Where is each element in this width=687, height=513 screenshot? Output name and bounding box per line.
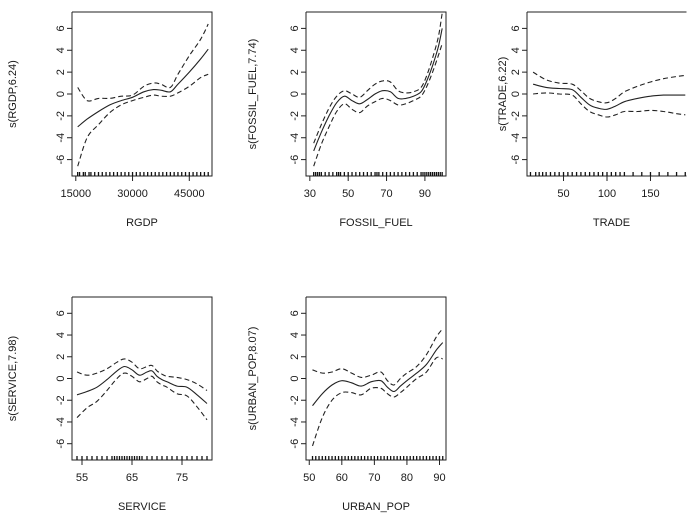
y-tick-label: 0 xyxy=(55,91,67,97)
y-tick-label: 6 xyxy=(55,25,67,31)
x-tick-label: 45000 xyxy=(174,188,205,200)
x-tick-label: 90 xyxy=(419,188,431,200)
x-axis-title: RGDP xyxy=(126,217,158,229)
y-tick-label: -6 xyxy=(510,155,522,165)
y-tick-label: -4 xyxy=(55,417,67,427)
plot-frame xyxy=(71,11,213,177)
x-tick-label: 60 xyxy=(336,472,348,484)
panel-rgdp: -6 -4 -2 0 2 4 6 15000 30000 45000 RGDP s(RGDP,6.24… xyxy=(7,11,213,229)
y-tick-label: 0 xyxy=(289,375,301,381)
y-tick-label: 6 xyxy=(55,310,67,316)
y-tick-label: 4 xyxy=(55,47,67,53)
x-axis-title: TRADE xyxy=(593,217,630,229)
x-tick-label: 90 xyxy=(433,472,445,484)
y-tick-label: 2 xyxy=(55,354,67,360)
confidence-band-line xyxy=(313,13,443,144)
panel-fossil-fuel: -6 -4 -2 0 2 4 6 30 50 70 90 FOSSIL_FUEL s(FOSSIL_FU… xyxy=(247,11,447,229)
y-tick-label: 4 xyxy=(55,332,67,338)
y-tick-label: 4 xyxy=(289,47,301,53)
y-axis-title: s(SERVICE,7.98) xyxy=(7,336,19,421)
confidence-band-line xyxy=(312,328,444,386)
y-tick-label: 0 xyxy=(510,91,522,97)
plot-frame xyxy=(305,296,447,461)
x-axis-title: SERVICE xyxy=(118,501,166,513)
smooth-effect-line xyxy=(313,28,443,152)
plot-frame xyxy=(526,11,687,177)
y-tick-label: 6 xyxy=(289,25,301,31)
y-tick-label: 6 xyxy=(510,25,522,31)
y-tick-label: -2 xyxy=(55,395,67,405)
confidence-band-line xyxy=(76,358,208,391)
smooth-effect-line xyxy=(532,83,686,110)
x-tick-label: 50 xyxy=(557,188,569,200)
x-tick-label: 55 xyxy=(76,472,88,484)
y-axis-title: s(RGDP,6.24) xyxy=(7,60,19,128)
x-tick-label: 150 xyxy=(641,188,659,200)
x-axis-title: FOSSIL_FUEL xyxy=(339,217,412,229)
x-tick-label: 50 xyxy=(342,188,354,200)
x-tick-label: 80 xyxy=(401,472,413,484)
y-tick-label: -2 xyxy=(289,395,301,405)
y-tick-label: -4 xyxy=(289,417,301,427)
y-tick-label: -4 xyxy=(510,133,522,143)
panel-urban-pop: -6 -4 -2 0 2 4 6 50 60 70 80 90 URBAN_POP s(URBAN_POP… xyxy=(247,296,447,513)
confidence-band-line xyxy=(311,356,443,447)
y-axis-title: s(TRADE,6.22) xyxy=(497,57,509,132)
y-tick-label: 2 xyxy=(289,354,301,360)
y-tick-label: -4 xyxy=(289,133,301,143)
plot-frame xyxy=(71,296,213,461)
y-tick-label: 4 xyxy=(289,332,301,338)
y-tick-label: -2 xyxy=(55,111,67,121)
smooth-effect-line xyxy=(77,48,209,128)
x-tick-label: 65 xyxy=(126,472,138,484)
plot-frame xyxy=(305,11,447,177)
x-tick-label: 100 xyxy=(598,188,616,200)
y-tick-label: 2 xyxy=(289,69,301,75)
smooth-effect-line xyxy=(312,342,444,407)
y-tick-label: -6 xyxy=(289,439,301,449)
confidence-band-line xyxy=(77,23,209,102)
y-axis-title: s(FOSSIL_FUEL,7.74) xyxy=(247,39,259,150)
x-tick-label: 70 xyxy=(380,188,392,200)
x-tick-label: 15000 xyxy=(60,188,91,200)
y-tick-label: 0 xyxy=(289,91,301,97)
y-tick-label: 2 xyxy=(510,69,522,75)
x-tick-label: 30 xyxy=(304,188,316,200)
y-tick-label: 6 xyxy=(289,310,301,316)
y-tick-label: -6 xyxy=(289,155,301,165)
smooth-effect-line xyxy=(76,365,208,404)
x-tick-label: 30000 xyxy=(117,188,148,200)
confidence-band-line xyxy=(76,372,208,421)
y-tick-label: -2 xyxy=(510,111,522,121)
y-tick-label: -6 xyxy=(55,439,67,449)
confidence-band-line xyxy=(313,43,443,167)
y-tick-label: -6 xyxy=(55,155,67,165)
y-tick-label: -2 xyxy=(289,111,301,121)
y-axis-title: s(URBAN_POP,8.07) xyxy=(247,327,259,431)
x-tick-label: 70 xyxy=(368,472,380,484)
confidence-band-line xyxy=(532,71,686,104)
x-axis-title: URBAN_POP xyxy=(342,501,410,513)
y-tick-label: 2 xyxy=(55,69,67,75)
y-tick-label: -4 xyxy=(55,133,67,143)
panel-service: -6 -4 -2 0 2 4 6 55 65 75 SERVICE s(SERVICE,7.98) xyxy=(7,296,213,513)
x-tick-label: 75 xyxy=(176,472,188,484)
panel-trade: -6 -4 -2 0 2 4 6 50 100 150 TRADE s(TRADE,6.22) xyxy=(497,11,687,229)
confidence-band-line xyxy=(77,73,209,167)
y-tick-label: 4 xyxy=(510,47,522,53)
confidence-band-line xyxy=(533,92,686,118)
y-tick-label: 0 xyxy=(55,375,67,381)
x-tick-label: 50 xyxy=(303,472,315,484)
